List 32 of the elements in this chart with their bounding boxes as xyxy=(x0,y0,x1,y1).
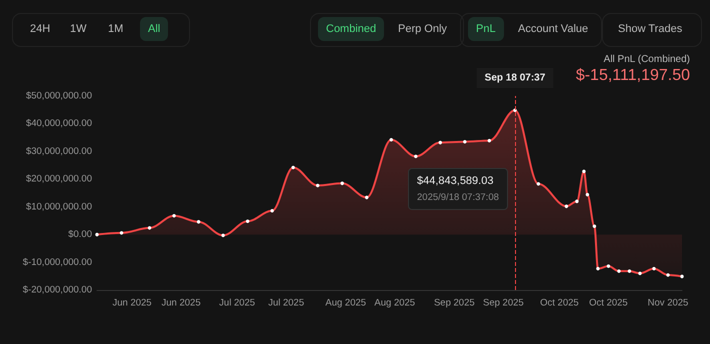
text: Show Trades xyxy=(617,22,684,37)
y-tick-label: $30,000,000.00 xyxy=(26,146,92,157)
x-tick-label: Oct 2025 xyxy=(540,298,579,308)
y-tick-label: $50,000,000.00 xyxy=(26,90,92,102)
annotation: $44,843,589.03 2025/9/18 07:37:08 xyxy=(417,175,499,203)
x-tick-label: Oct 2025 xyxy=(589,298,628,308)
y-tick-label: $-10,000,000.00 xyxy=(22,256,92,268)
chart-title: $-15,111,197.50 xyxy=(576,67,690,85)
text: 24H xyxy=(29,22,52,37)
ref-line-label: Sep 18 07:37 xyxy=(484,72,546,84)
x-tick-label: Jul 2025 xyxy=(268,298,304,308)
x-tick-label: Jun 2025 xyxy=(162,298,201,308)
x-tick-label: Sep 2025 xyxy=(434,298,475,308)
x-tick-label: Jul 2025 xyxy=(219,298,256,308)
x-tick-label: Jun 2025 xyxy=(112,298,152,308)
text: PnL xyxy=(468,17,504,41)
y-tick-label: $40,000,000.00 xyxy=(26,118,92,130)
text: 1M xyxy=(107,22,124,37)
text: All xyxy=(140,17,168,41)
x-tick-label: Aug 2025 xyxy=(325,298,366,308)
y-tick-label: $20,000,000.00 xyxy=(26,174,92,185)
text: Perp Only xyxy=(397,22,448,37)
text: 1W xyxy=(69,22,88,37)
x-tick-label: Sep 2025 xyxy=(483,298,524,308)
x-tick-label: Aug 2025 xyxy=(374,298,416,308)
text: Account Value xyxy=(517,22,590,37)
y-tick-label: $0.00 xyxy=(68,229,92,240)
y-tick-label: $10,000,000.00 xyxy=(26,201,92,212)
x-tick-label: Nov 2025 xyxy=(648,298,688,308)
y-tick-label: $-20,000,000.00 xyxy=(22,284,92,296)
chart-subtitle: All PnL (Combined) xyxy=(604,54,690,65)
text: Combined xyxy=(318,17,384,41)
